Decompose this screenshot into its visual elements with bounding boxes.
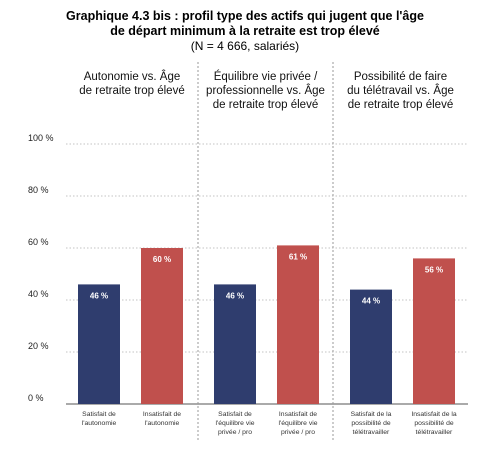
plot-area: 0 % 20 % 40 % 60 % 80 % 100 % Autonomie vs. Âg… xyxy=(28,62,468,440)
bar xyxy=(141,248,183,404)
y-tick-label: 80 % xyxy=(28,185,49,195)
category-label: Insatisfait de xyxy=(279,411,317,418)
y-tick-label: 20 % xyxy=(28,341,49,351)
category-label: l'autonomie xyxy=(82,420,117,427)
bar-value-label: 44 % xyxy=(362,297,380,306)
bar xyxy=(350,289,392,404)
chart-subtitle: (N = 4 666, salariés) xyxy=(191,39,299,53)
panel-title: de retraite trop élevé xyxy=(348,99,453,111)
category-label: Insatisfait de la xyxy=(411,411,457,418)
bar-value-label: 56 % xyxy=(425,265,443,274)
bar-value-label: 46 % xyxy=(90,291,108,300)
bar-value-label: 46 % xyxy=(226,291,244,300)
bar-value-label: 61 % xyxy=(289,252,307,261)
category-label: privée / pro xyxy=(281,429,315,436)
bar xyxy=(78,284,120,404)
panel-title: de retraite trop élevé xyxy=(79,85,184,97)
bar xyxy=(277,245,319,404)
chart-title-line-1: Graphique 4.3 bis : profil type des acti… xyxy=(66,9,424,23)
category-label: l'équilibre vie xyxy=(278,420,317,427)
category-label: télétravailler xyxy=(353,429,390,436)
category-label: Satisfait de xyxy=(218,411,252,418)
panel-title: Possibilité de faire xyxy=(354,71,447,83)
bar-value-label: 60 % xyxy=(153,255,171,264)
y-tick-label: 60 % xyxy=(28,237,49,247)
category-label: l'autonomie xyxy=(145,420,180,427)
category-label: télétravailler xyxy=(416,429,453,436)
bar xyxy=(214,284,256,404)
panel-title: de retraite trop élevé xyxy=(213,99,318,111)
category-label: possibilité de xyxy=(351,420,391,427)
panel-title: Autonomie vs. Âge xyxy=(84,70,181,83)
category-label: Insatisfait de xyxy=(143,411,181,418)
y-tick-label: 40 % xyxy=(28,289,49,299)
category-label: Satisfait de la xyxy=(351,411,392,418)
category-label: possibilité de xyxy=(414,420,454,427)
panel-title: professionnelle vs. Âge xyxy=(206,84,325,97)
panel-title: du télétravail vs. Âge xyxy=(347,84,454,97)
category-label: privée / pro xyxy=(218,429,252,436)
category-label: Satisfait de xyxy=(82,411,116,418)
panel-title: Équilibre vie privée / xyxy=(214,70,318,83)
y-tick-label: 0 % xyxy=(28,393,44,403)
chart-title-line-2: de départ minimum à la retraite est trop… xyxy=(110,24,380,38)
y-tick-label: 100 % xyxy=(28,133,54,143)
bar xyxy=(413,258,455,404)
category-label: l'équilibre vie xyxy=(215,420,254,427)
